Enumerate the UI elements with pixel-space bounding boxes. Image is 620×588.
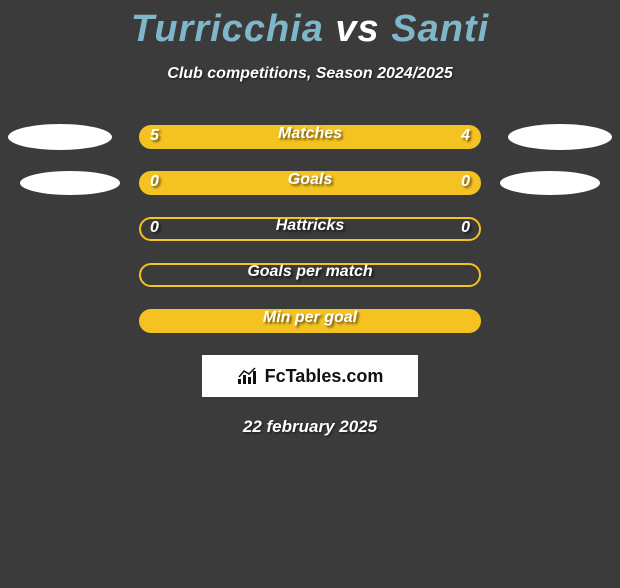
stat-value-left: 5: [150, 127, 159, 145]
player-a-name: Turricchia: [131, 8, 324, 50]
stat-pill: [139, 125, 481, 149]
ellipse-icon: [500, 171, 600, 195]
competition-season: Club competitions, Season 2024/2025: [0, 65, 620, 83]
logo-text: FcTables.com: [265, 366, 384, 387]
stat-row: Hattricks00: [0, 217, 620, 241]
chart-icon: [237, 367, 259, 385]
site-logo: FcTables.com: [202, 355, 418, 397]
stat-row: Goals00: [0, 171, 620, 195]
stat-pill: [139, 309, 481, 333]
stat-value-right: 0: [461, 219, 470, 237]
ellipse-icon: [20, 171, 120, 195]
stat-row: Matches54: [0, 125, 620, 149]
stat-row: Goals per match: [0, 263, 620, 287]
stat-row: Min per goal: [0, 309, 620, 333]
stat-value-left: 0: [150, 173, 159, 191]
stat-pill: [139, 171, 481, 195]
stat-value-right: 4: [461, 127, 470, 145]
vs-label: vs: [335, 8, 379, 50]
date-label: 22 february 2025: [0, 417, 620, 437]
ellipse-icon: [8, 124, 112, 150]
stat-value-left: 0: [150, 219, 159, 237]
stat-pill: [139, 263, 481, 287]
player-b-name: Santi: [391, 8, 489, 50]
stat-pill: [139, 217, 481, 241]
comparison-title: Turricchia vs Santi: [0, 8, 620, 51]
stat-value-right: 0: [461, 173, 470, 191]
stats-container: Matches54Goals00Hattricks00Goals per mat…: [0, 125, 620, 333]
ellipse-icon: [508, 124, 612, 150]
